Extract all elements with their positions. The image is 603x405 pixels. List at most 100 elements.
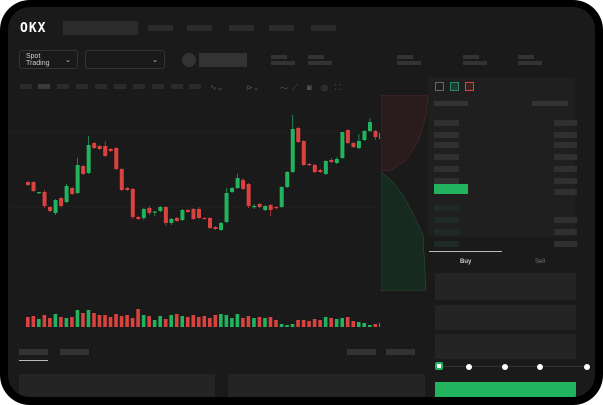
volume-bar [329, 318, 333, 327]
app-screen: OKX Spot Trading ⌄ ⌄ ∿⌄ ⊳⌄ ～ ⟋ ◙ ◎ ⛶ Buy… [8, 7, 595, 397]
volume-bar [103, 315, 107, 327]
candle [97, 146, 102, 149]
volume-bar [75, 310, 80, 327]
interval-button[interactable] [57, 84, 69, 89]
candlestick-chart[interactable] [10, 95, 380, 335]
nav-item[interactable] [148, 25, 173, 31]
volume-bar [301, 320, 306, 327]
amount-input[interactable] [435, 305, 576, 330]
interval-button[interactable] [76, 84, 88, 89]
volume-bar [263, 318, 267, 327]
ask-price [434, 178, 459, 184]
volume-bar [42, 315, 47, 327]
slider-step-75[interactable] [537, 364, 543, 370]
nav-item[interactable] [229, 25, 254, 31]
tab-history[interactable] [60, 349, 89, 355]
candle [163, 207, 168, 223]
filter-button[interactable] [386, 349, 415, 355]
candle [130, 189, 135, 217]
percent-slider-track[interactable] [438, 366, 586, 367]
candle [252, 206, 257, 208]
ask-price [434, 132, 459, 138]
buy-button[interactable] [435, 382, 576, 397]
active-tab-underline [429, 251, 502, 252]
nav-item[interactable] [187, 25, 212, 31]
percent-slider-handle[interactable] [435, 362, 443, 370]
volume-bar [323, 317, 328, 327]
slider-step-100[interactable] [584, 364, 590, 370]
volume-bar [163, 319, 168, 327]
ask-amount [554, 189, 577, 195]
price-input[interactable] [435, 273, 576, 300]
slider-step-50[interactable] [502, 364, 508, 370]
nav-item[interactable] [311, 25, 336, 31]
candle [86, 145, 91, 173]
settings-icon[interactable]: ◎ [321, 83, 328, 92]
camera-icon[interactable]: ◙ [307, 83, 312, 92]
candle [241, 180, 246, 189]
bids-depth [381, 171, 427, 291]
fullscreen-icon[interactable]: ⛶ [335, 83, 341, 92]
volume-bar [136, 309, 140, 327]
interval-button[interactable] [133, 84, 145, 89]
tab-buy[interactable]: Buy [460, 259, 472, 265]
asks-depth [381, 95, 428, 172]
tab-open-orders[interactable] [19, 349, 48, 355]
tab-sell[interactable]: Sell [535, 259, 546, 265]
chevron-down-icon: ⌄ [65, 56, 71, 64]
search-bar[interactable] [63, 21, 138, 35]
market-type-dropdown[interactable]: Spot Trading ⌄ [19, 50, 78, 69]
bottom-panel-right [228, 374, 425, 397]
volume-bar [252, 318, 256, 327]
drawing-icon[interactable]: ⊳⌄ [246, 83, 260, 92]
candle [26, 182, 30, 185]
candle [174, 218, 179, 221]
interval-button[interactable] [38, 84, 50, 89]
orderbook-asks-icon[interactable] [465, 82, 474, 91]
interval-button[interactable] [20, 84, 32, 89]
volume-bar [268, 317, 273, 327]
volume-bar [81, 313, 85, 327]
volume-bar [180, 316, 185, 327]
orderbook-bids-icon[interactable] [450, 82, 459, 91]
indicator-icon[interactable]: ∿⌄ [210, 83, 224, 92]
ruler-icon[interactable]: ⟋ [292, 83, 298, 92]
interval-button[interactable] [171, 84, 183, 89]
volume-bar [213, 315, 218, 327]
bid-amount [554, 229, 577, 235]
interval-button[interactable] [114, 84, 126, 89]
candle [37, 192, 42, 194]
pair-selector-dropdown[interactable]: ⌄ [85, 50, 165, 69]
volume-bar [373, 324, 378, 327]
candle [53, 200, 58, 213]
volume-bar [296, 320, 300, 327]
slider-step-25[interactable] [466, 364, 472, 370]
filter-button[interactable] [347, 349, 376, 355]
volume-bar [31, 316, 36, 327]
volume-bar [241, 318, 245, 327]
volume-bar [125, 315, 129, 327]
interval-button[interactable] [95, 84, 107, 89]
depth-chart [381, 95, 428, 291]
total-input[interactable] [435, 334, 576, 359]
line-icon[interactable]: ～ [280, 84, 288, 93]
candle [42, 192, 47, 206]
candle [323, 161, 328, 174]
volume-bar [37, 319, 41, 327]
nav-item[interactable] [269, 25, 294, 31]
candle [340, 132, 345, 158]
volume-bar [351, 321, 356, 327]
candle [70, 188, 75, 194]
chevron-down-icon: ⌄ [152, 56, 158, 64]
ask-amount [554, 166, 577, 172]
volume-bar [59, 317, 63, 327]
volume-bar [86, 310, 91, 327]
candle [196, 209, 201, 218]
orderbook-both-icon[interactable] [435, 82, 444, 91]
orderbook-header-price [434, 101, 468, 106]
interval-button[interactable] [189, 84, 201, 89]
interval-button[interactable] [152, 84, 164, 89]
candle [48, 207, 53, 211]
volume-bar [114, 314, 118, 327]
candle [119, 169, 124, 190]
